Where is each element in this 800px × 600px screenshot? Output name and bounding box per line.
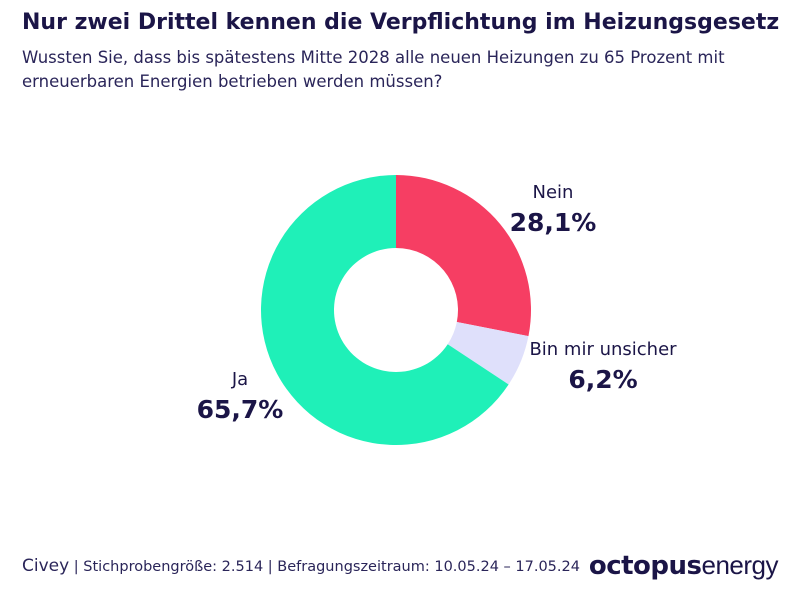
value-label: 28,1%	[510, 208, 597, 237]
donut-segment	[396, 174, 531, 337]
logo: octopusenergy	[588, 550, 779, 581]
segment-label: Nein	[533, 182, 574, 203]
segment-label: Ja	[231, 369, 248, 390]
source: Civey	[22, 556, 70, 576]
logo-part: energy	[701, 550, 779, 580]
logo-part: octopus	[588, 551, 702, 581]
chart-title: Nur zwei Drittel kennen die Verpflichtun…	[22, 10, 780, 35]
note: | Stichprobengröße: 2.514 | Befragungsze…	[73, 559, 580, 575]
donut-segment	[260, 175, 509, 445]
footer: Civey | Stichprobengröße: 2.514 | Befrag…	[22, 556, 580, 576]
segment-label: Bin mir unsicher	[529, 339, 677, 360]
value-label: 6,2%	[568, 365, 637, 394]
value-label: 65,7%	[197, 395, 284, 424]
chart-subtitle: Wussten Sie, dass bis spätestens Mitte 2…	[22, 48, 725, 91]
donut-segment	[447, 322, 529, 385]
